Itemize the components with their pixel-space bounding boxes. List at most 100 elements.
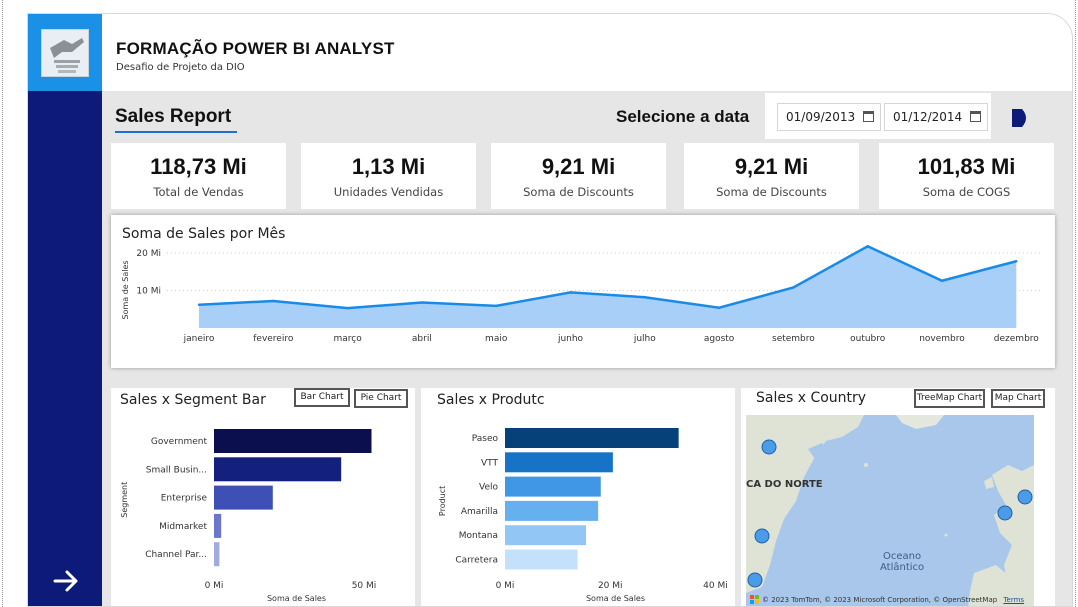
y-tick-label: Carretera (455, 556, 498, 566)
x-tick-label: novembro (919, 334, 965, 344)
date-start-value: 01/09/2013 (786, 110, 856, 124)
y-axis-title: Soma de Sales (121, 260, 130, 319)
product-panel: Sales x Produtc Paseo VTT Velo Amarilla Mont… (421, 388, 735, 606)
y-tick-label: Midmarket (159, 522, 207, 532)
date-start-input[interactable]: 01/09/2013 (777, 103, 881, 131)
x-tick-label: 20 Mi (598, 581, 623, 591)
data-point (420, 301, 424, 304)
kpi-card: 101,83 Mi Soma de COGS (879, 143, 1054, 209)
logo-box (28, 14, 102, 91)
y-tick-label: Montana (459, 531, 498, 541)
date-slicer: 01/09/2013 01/12/2014 (765, 93, 991, 139)
country-panel: Sales x Country TreeMap Chart Map Chart (741, 388, 1055, 606)
kpi-label: Unidades Vendidas (333, 185, 444, 199)
bar (214, 513, 222, 538)
y-tick-label: Small Busin... (146, 465, 207, 475)
x-tick-label: dezembro (994, 334, 1039, 344)
date-end-input[interactable]: 01/12/2014 (884, 103, 988, 131)
bar (505, 428, 679, 448)
calendar-icon[interactable] (863, 111, 874, 122)
product-chart-title: Sales x Produtc (437, 392, 545, 408)
map-label-ocean: Oceano (883, 551, 922, 562)
calendar-icon[interactable] (970, 111, 981, 122)
y-axis-title: Segment (120, 482, 129, 518)
bar (214, 485, 273, 510)
report-title: Sales Report (115, 106, 237, 133)
y-tick-label: VTT (481, 458, 498, 468)
x-tick-label: 0 Mi (496, 581, 515, 591)
x-tick-label: abril (412, 334, 432, 344)
app-subtitle: Desafio de Projeto da DIO (116, 62, 245, 73)
y-tick-label: 20 Mi (136, 249, 161, 259)
bar (505, 452, 613, 473)
x-tick-label: 40 Mi (703, 581, 728, 591)
product-bar-chart: Paseo VTT Velo Amarilla Montana Carretera 0 Mi… (438, 428, 728, 603)
kpi-card: 9,21 Mi Soma de Discounts (491, 143, 666, 209)
line-chart-title: Soma de Sales por Mês (122, 226, 286, 242)
segment-bar-chart: Government Small Busin... Enterprise Midmar… (120, 429, 377, 603)
y-tick-label: 10 Mi (136, 287, 161, 297)
kpi-card: 118,73 Mi Total de Vendas (111, 143, 286, 209)
kpi-value: 1,13 Mi (351, 154, 426, 179)
map-label-north-america: CA DO NORTE (746, 479, 823, 490)
report-canvas: FORMAÇÃO POWER BI ANALYST Desafio de Pro… (27, 13, 1073, 607)
logo-icon (41, 29, 89, 77)
y-tick-label: Channel Par... (145, 550, 207, 560)
report-content: Sales Report Selecione a data 01/09/2013… (102, 91, 1072, 606)
data-point (1015, 260, 1018, 263)
y-tick-label: Velo (479, 483, 498, 493)
segment-panel: Sales x Segment Bar Bar Chart Pie Chart … (111, 388, 415, 606)
kpi-card: 1,13 Mi Unidades Vendidas (301, 143, 476, 209)
bar (214, 542, 220, 567)
x-tick-label: setembro (772, 334, 815, 344)
bar (505, 549, 578, 570)
kpi-label: Soma de Discounts (523, 185, 634, 199)
y-tick-label: Enterprise (161, 494, 208, 504)
x-axis-title: Soma de Sales (267, 594, 326, 603)
kpi-value: 9,21 Mi (734, 154, 809, 179)
bar (505, 500, 599, 521)
treemap-chart-button[interactable]: TreeMap Chart (914, 389, 985, 408)
kpi-label: Soma de Discounts (716, 185, 827, 199)
data-point (495, 304, 498, 308)
sales-map[interactable]: CA DO NORTE Oceano Atlântico © 2023 TomT… (746, 415, 1034, 606)
series-line (198, 244, 1017, 310)
kpi-value: 101,83 Mi (917, 154, 1016, 179)
bar (505, 525, 587, 546)
data-point (717, 306, 721, 309)
kpi-label: Total de Vendas (153, 185, 244, 199)
data-point (866, 245, 869, 248)
bar-chart-button[interactable]: Bar Chart (294, 388, 350, 407)
x-axis-title: Soma de Sales (586, 594, 645, 603)
x-tick-label: março (333, 334, 362, 344)
data-point (940, 279, 944, 282)
data-point (569, 291, 572, 294)
y-tick-label: Government (151, 437, 208, 447)
x-tick-label: julho (633, 334, 656, 344)
date-end-value: 01/12/2014 (893, 110, 963, 124)
kpi-card: 9,21 Mi Soma de Discounts (684, 143, 859, 209)
x-tick-label: 0 Mi (205, 581, 224, 591)
line-chart: 10 Mi 20 Mi Soma de Sales janeiro fevereiro m… (121, 244, 1043, 344)
area-fill (199, 246, 1017, 328)
map-chart-button[interactable]: Map Chart (991, 389, 1045, 408)
x-tick-label: junho (557, 334, 584, 344)
data-point (197, 303, 201, 306)
x-tick-label: maio (485, 334, 508, 344)
kpi-value: 9,21 Mi (541, 154, 616, 179)
x-tick-label: 50 Mi (352, 581, 377, 591)
x-tick-label: janeiro (183, 334, 215, 344)
data-point (272, 299, 275, 303)
app-title: FORMAÇÃO POWER BI ANALYST (116, 39, 395, 58)
arrow-right-icon[interactable] (52, 567, 80, 595)
map-terms-link[interactable]: Terms (1003, 596, 1025, 604)
bar (505, 476, 601, 497)
map-attribution-text: © 2023 TomTom, © 2023 Microsoft Corporat… (762, 596, 998, 604)
x-tick-label: outubro (850, 334, 886, 344)
header: FORMAÇÃO POWER BI ANALYST Desafio de Pro… (102, 14, 1072, 91)
pie-chart-button[interactable]: Pie Chart (354, 389, 408, 408)
play-icon[interactable] (1011, 108, 1031, 128)
y-axis-title: Product (438, 486, 447, 516)
date-label: Selecione a data (616, 107, 750, 126)
